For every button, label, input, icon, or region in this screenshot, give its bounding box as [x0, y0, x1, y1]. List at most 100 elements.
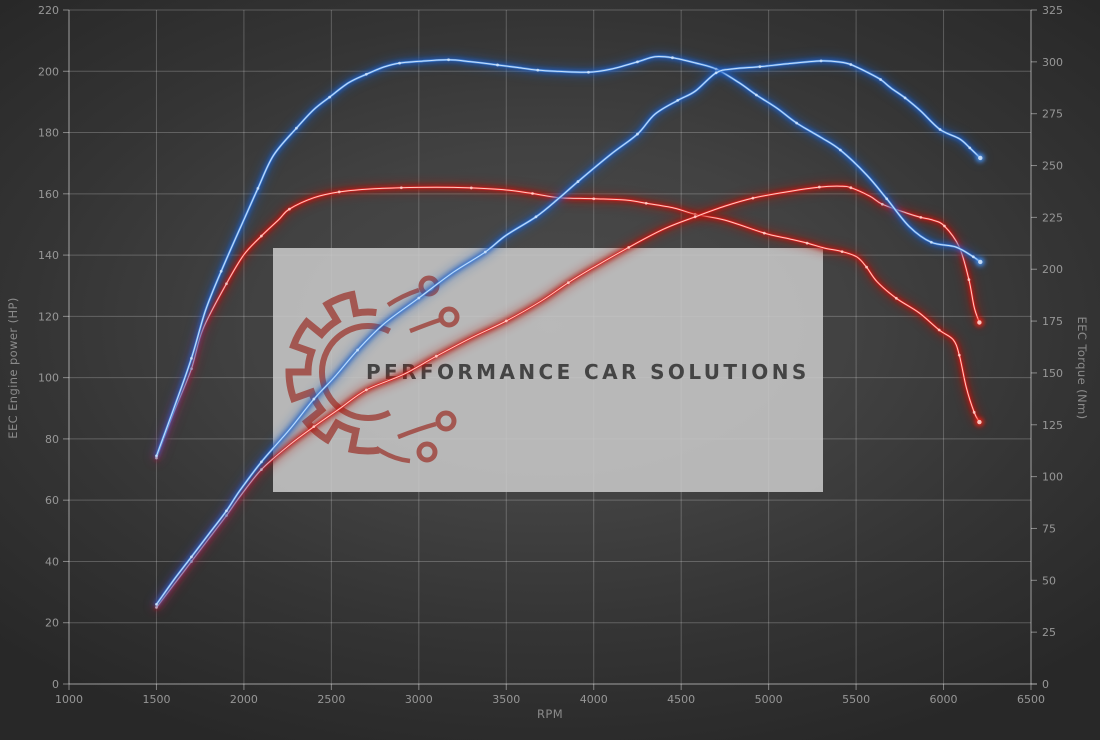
y-right-tick-label: 250: [1042, 160, 1063, 173]
data-point-power-red: [943, 224, 946, 228]
y-left-tick-label: 160: [38, 188, 59, 201]
y-right-tick-label: 50: [1042, 574, 1056, 587]
data-point-power-red: [880, 202, 884, 206]
x-tick-label: 1500: [142, 693, 170, 706]
y-left-tick-label: 220: [38, 4, 59, 17]
data-point-torque-red: [805, 241, 809, 245]
series-power-blue: [152, 56, 985, 609]
data-point-torque-blue: [190, 357, 193, 360]
data-point-power-red: [504, 319, 508, 323]
data-point-power-red: [312, 425, 316, 429]
data-point-torque-blue: [971, 255, 975, 259]
y-left-tick-label: 100: [38, 372, 59, 385]
y-right-tick-label: 75: [1042, 522, 1056, 535]
data-point-power-red: [364, 388, 368, 392]
data-point-power-red: [849, 186, 853, 190]
data-point-power-blue: [938, 128, 942, 131]
data-point-power-blue: [819, 59, 823, 63]
data-point-power-blue: [312, 397, 316, 401]
data-point-power-blue: [190, 555, 193, 559]
data-point-power-blue: [676, 98, 680, 102]
y-left-tick-label: 180: [38, 127, 59, 140]
y-right-tick-label: 0: [1042, 678, 1049, 691]
watermark-text: PERFORMANCE CAR SOLUTIONS: [366, 360, 810, 384]
y-left-tick-label: 140: [38, 249, 59, 262]
data-point-power-blue: [968, 146, 972, 150]
data-point-torque-blue: [496, 63, 499, 67]
data-point-torque-red: [937, 328, 941, 332]
data-point-power-red: [434, 354, 438, 358]
data-point-torque-red: [469, 186, 473, 190]
data-point-power-blue: [903, 96, 907, 100]
data-point-torque-blue: [447, 58, 450, 62]
y-left-tick-label: 120: [38, 310, 59, 323]
y-left-tick-label: 40: [45, 555, 59, 568]
data-point-power-blue: [714, 71, 718, 75]
gear-inner-circle: [318, 323, 392, 421]
data-point-torque-blue: [636, 60, 639, 64]
data-point-torque-blue: [536, 68, 540, 72]
data-point-power-blue: [758, 65, 762, 69]
data-point-power-blue: [483, 250, 487, 254]
data-point-torque-red: [840, 250, 844, 254]
y-left-tick-label: 0: [52, 678, 59, 691]
data-point-power-blue: [636, 132, 639, 136]
x-tick-label: 2500: [317, 693, 345, 706]
data-point-torque-red: [644, 201, 648, 205]
data-point-torque-blue: [754, 93, 758, 97]
x-axis-title: RPM: [537, 707, 563, 721]
data-point-torque-blue: [671, 56, 674, 60]
data-point-torque-red: [531, 192, 534, 195]
data-point-torque-blue: [929, 240, 933, 244]
y-right-tick-label: 125: [1042, 419, 1063, 432]
data-point-torque-red: [865, 265, 868, 269]
x-tick-label: 3000: [405, 693, 433, 706]
data-point-torque-blue: [795, 121, 799, 125]
data-point-torque-blue: [587, 70, 590, 74]
y-right-tick-label: 325: [1042, 4, 1063, 17]
data-point-power-blue: [417, 296, 421, 300]
y-right-axis-title: EEC Torque (Nm): [1075, 317, 1089, 420]
data-point-power-red: [566, 281, 570, 285]
tick-labels: 0 20 40 60 80 100 120 140 160 180 200 220 0 25 50 75 100…: [38, 4, 1063, 706]
data-point-power-blue: [225, 509, 228, 513]
gear-teeth-outline: [285, 290, 380, 455]
data-point-power-blue: [534, 215, 538, 219]
data-point-power-red: [919, 216, 923, 219]
data-point-power-red: [693, 215, 697, 219]
data-point-torque-blue: [328, 95, 332, 99]
y-right-tick-label: 300: [1042, 56, 1063, 69]
y-left-tick-label: 80: [45, 433, 59, 446]
y-left-tick-label: 60: [45, 494, 59, 507]
series-torque-red: [152, 182, 984, 463]
x-tick-label: 2000: [230, 693, 258, 706]
data-point-torque-red: [260, 234, 263, 238]
data-point-torque-blue: [364, 72, 368, 76]
series-power-red: [152, 181, 984, 612]
y-left-axis-title: EEC Engine power (HP): [6, 297, 20, 438]
data-point-torque-red: [972, 410, 976, 414]
data-point-power-blue: [879, 78, 882, 81]
y-right-tick-label: 150: [1042, 367, 1063, 380]
y-right-tick-label: 275: [1042, 108, 1063, 121]
x-tick-label: 6500: [1017, 693, 1045, 706]
x-tick-label: 5500: [842, 693, 870, 706]
data-point-torque-blue: [219, 269, 223, 273]
data-point-torque-red: [762, 231, 766, 235]
axes: [68, 10, 1037, 685]
data-point-power-red: [967, 278, 971, 281]
x-tick-label: 4000: [580, 693, 608, 706]
data-point-power-blue: [155, 602, 158, 606]
data-point-power-red: [817, 185, 821, 189]
x-tick-label: 1000: [55, 693, 83, 706]
y-right-tick-label: 100: [1042, 471, 1063, 484]
data-point-torque-red: [592, 197, 596, 201]
data-point-torque-blue: [155, 454, 158, 458]
data-point-torque-red: [337, 190, 341, 194]
series-torque-blue: [152, 51, 985, 461]
y-left-tick-label: 200: [38, 65, 59, 78]
x-tick-label: 5000: [755, 693, 783, 706]
y-right-tick-label: 175: [1042, 315, 1063, 328]
